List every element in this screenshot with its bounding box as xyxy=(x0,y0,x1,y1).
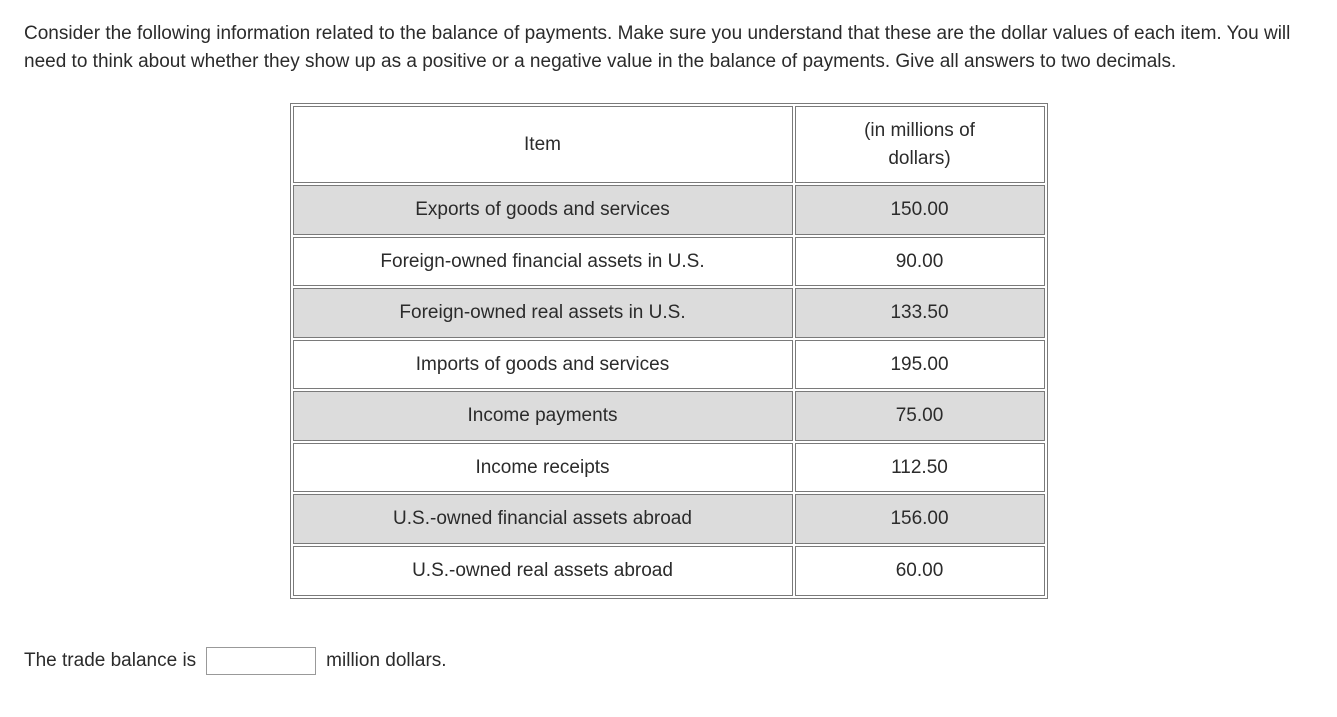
cell-item-value: 112.50 xyxy=(795,443,1045,493)
question-row: The trade balance is million dollars. xyxy=(24,647,1313,675)
table-row: Exports of goods and services 150.00 xyxy=(293,185,1045,235)
cell-item-label: Foreign-owned real assets in U.S. xyxy=(293,288,793,338)
cell-item-label: Income payments xyxy=(293,391,793,441)
cell-item-value: 150.00 xyxy=(795,185,1045,235)
cell-item-value: 156.00 xyxy=(795,494,1045,544)
cell-item-label: Exports of goods and services xyxy=(293,185,793,235)
header-item: Item xyxy=(293,106,793,183)
cell-item-value: 133.50 xyxy=(795,288,1045,338)
table-row: Imports of goods and services 195.00 xyxy=(293,340,1045,390)
cell-item-label: Foreign-owned financial assets in U.S. xyxy=(293,237,793,287)
table-header-row: Item (in millions of dollars) xyxy=(293,106,1045,183)
table-row: Income payments 75.00 xyxy=(293,391,1045,441)
instructions-text: Consider the following information relat… xyxy=(24,20,1313,75)
cell-item-label: U.S.-owned real assets abroad xyxy=(293,546,793,596)
bop-table: Item (in millions of dollars) Exports of… xyxy=(290,103,1048,598)
cell-item-label: Imports of goods and services xyxy=(293,340,793,390)
table-container: Item (in millions of dollars) Exports of… xyxy=(24,103,1313,598)
cell-item-value: 75.00 xyxy=(795,391,1045,441)
question-suffix: million dollars. xyxy=(326,647,446,675)
table-row: Income receipts 112.50 xyxy=(293,443,1045,493)
cell-item-value: 195.00 xyxy=(795,340,1045,390)
cell-item-label: U.S.-owned financial assets abroad xyxy=(293,494,793,544)
header-value: (in millions of dollars) xyxy=(795,106,1045,183)
header-value-line1: (in millions of xyxy=(864,120,975,141)
table-row: U.S.-owned real assets abroad 60.00 xyxy=(293,546,1045,596)
cell-item-value: 60.00 xyxy=(795,546,1045,596)
cell-item-label: Income receipts xyxy=(293,443,793,493)
table-row: U.S.-owned financial assets abroad 156.0… xyxy=(293,494,1045,544)
cell-item-value: 90.00 xyxy=(795,237,1045,287)
table-row: Foreign-owned financial assets in U.S. 9… xyxy=(293,237,1045,287)
header-value-line2: dollars) xyxy=(888,148,950,169)
question-prefix: The trade balance is xyxy=(24,647,196,675)
trade-balance-input[interactable] xyxy=(206,647,316,675)
table-row: Foreign-owned real assets in U.S. 133.50 xyxy=(293,288,1045,338)
